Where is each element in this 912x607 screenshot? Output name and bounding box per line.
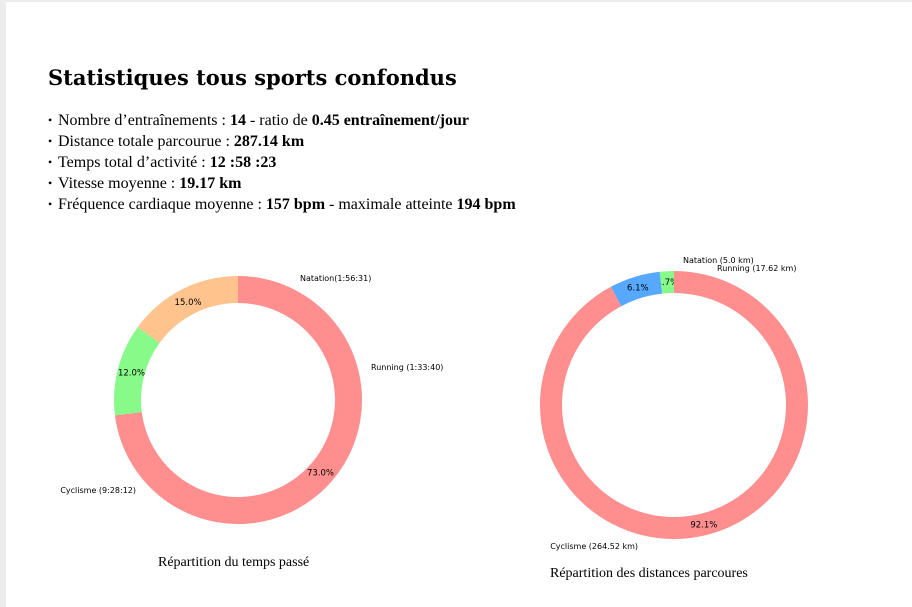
document-title: Statistiques tous sports confondus	[48, 65, 457, 90]
stat-item: • Temps total d’activité : 12 :58 :23	[48, 152, 516, 173]
stat-item: • Vitesse moyenne : 19.17 km	[48, 173, 516, 194]
slice-category-label: Natation(1:56:31)	[300, 274, 371, 283]
slice-category-label: Running (17.62 km)	[717, 264, 796, 273]
donut-slice	[539, 270, 808, 539]
time-distribution-chart: 15.0% Natation(1:56:31) 12.0% Running (1:33…	[60, 274, 443, 525]
slice-category-label: Running (1:33:40)	[371, 363, 443, 372]
slice-percent-label: 6.1%	[627, 283, 649, 293]
bullet-icon: •	[48, 197, 53, 211]
slice-percent-label: 15.0%	[175, 298, 202, 308]
donut-slice	[659, 271, 674, 294]
stat-label: - maximale atteinte	[325, 196, 457, 213]
slice-percent-label: 12.0%	[118, 369, 145, 379]
stat-label: Temps total d’activité :	[58, 154, 210, 171]
stat-label: - ratio de	[245, 112, 312, 129]
stat-value: 157 bpm	[265, 196, 326, 213]
slice-category-label: Cyclisme (264.52 km)	[550, 542, 638, 551]
stat-item: • Nombre d’entraînements : 14 - ratio de …	[48, 110, 516, 131]
stat-item: • Distance totale parcourue : 287.14 km	[48, 131, 516, 152]
stat-value: 194 bpm	[456, 196, 516, 213]
distance-chart-caption: Répartition des distances parcoures	[550, 566, 748, 581]
slice-category-label: Cyclisme (9:28:12)	[60, 486, 136, 495]
slice-category-label: Natation (5.0 km)	[683, 256, 754, 265]
stat-value: 19.17 km	[179, 175, 242, 192]
bullet-icon: •	[48, 113, 53, 127]
document-page: Statistiques tous sports confondus • Nomb…	[6, 2, 912, 607]
bullet-icon: •	[48, 134, 53, 148]
stat-label: Nombre d’entraînements :	[58, 112, 230, 129]
bullet-icon: •	[48, 176, 53, 190]
stat-label: Vitesse moyenne :	[58, 175, 180, 192]
slice-percent-label: 73.0%	[307, 469, 334, 479]
stat-value: 287.14 km	[233, 133, 305, 150]
donut-slice	[137, 276, 238, 343]
bullet-icon: •	[48, 155, 53, 169]
stat-value: 14	[229, 112, 246, 129]
stats-list: • Nombre d’entraînements : 14 - ratio de …	[48, 110, 516, 215]
stat-label: Fréquence cardiaque moyenne :	[58, 196, 266, 213]
time-chart-caption: Répartition du temps passé	[158, 555, 310, 570]
distance-distribution-chart: 1.7% Natation (5.0 km) 6.1% Running (17.62 …	[539, 256, 808, 551]
donut-slice	[610, 271, 663, 307]
stat-value: 0.45 entraînement/jour	[311, 112, 470, 129]
stat-value: 12 :58 :23	[209, 154, 277, 171]
slice-percent-label: 1.7%	[657, 278, 679, 288]
donut-slice	[113, 327, 160, 416]
stat-label: Distance totale parcourue :	[58, 133, 234, 150]
slice-percent-label: 92.1%	[690, 520, 717, 530]
stat-item: • Fréquence cardiaque moyenne : 157 bpm -…	[48, 194, 516, 215]
